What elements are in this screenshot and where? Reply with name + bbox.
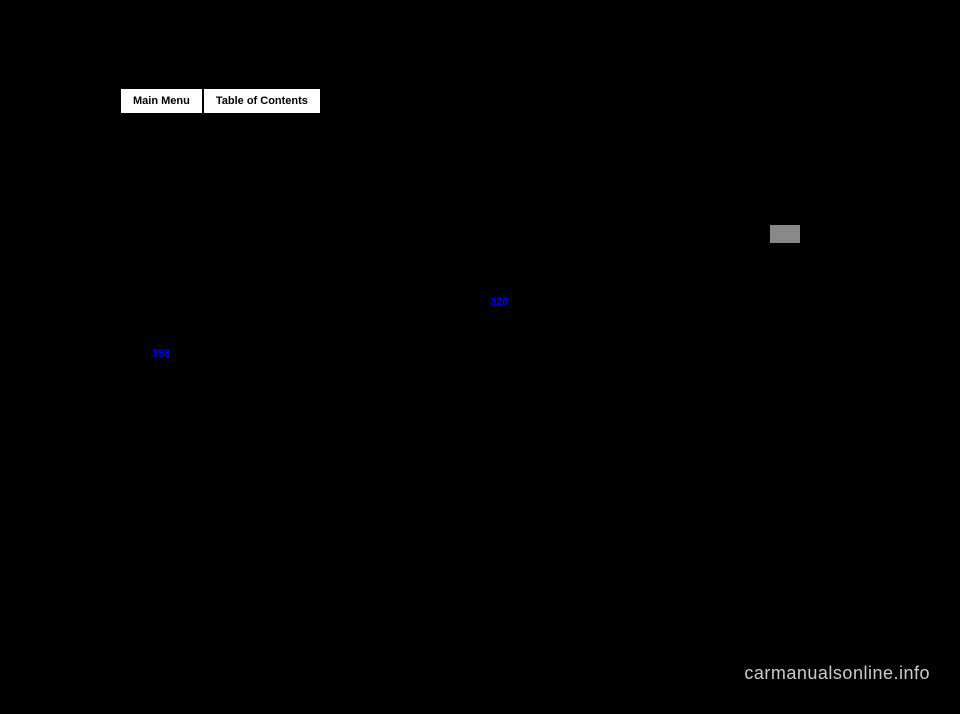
- nav-button-group: Main Menu Table of Contents: [120, 88, 321, 114]
- toc-button[interactable]: Table of Contents: [203, 88, 321, 114]
- page-link-326[interactable]: 326: [490, 296, 508, 308]
- main-menu-button[interactable]: Main Menu: [120, 88, 203, 114]
- page-indicator: [770, 225, 800, 243]
- page-link-358[interactable]: 358: [152, 348, 170, 360]
- watermark-text: carmanualsonline.info: [744, 663, 930, 684]
